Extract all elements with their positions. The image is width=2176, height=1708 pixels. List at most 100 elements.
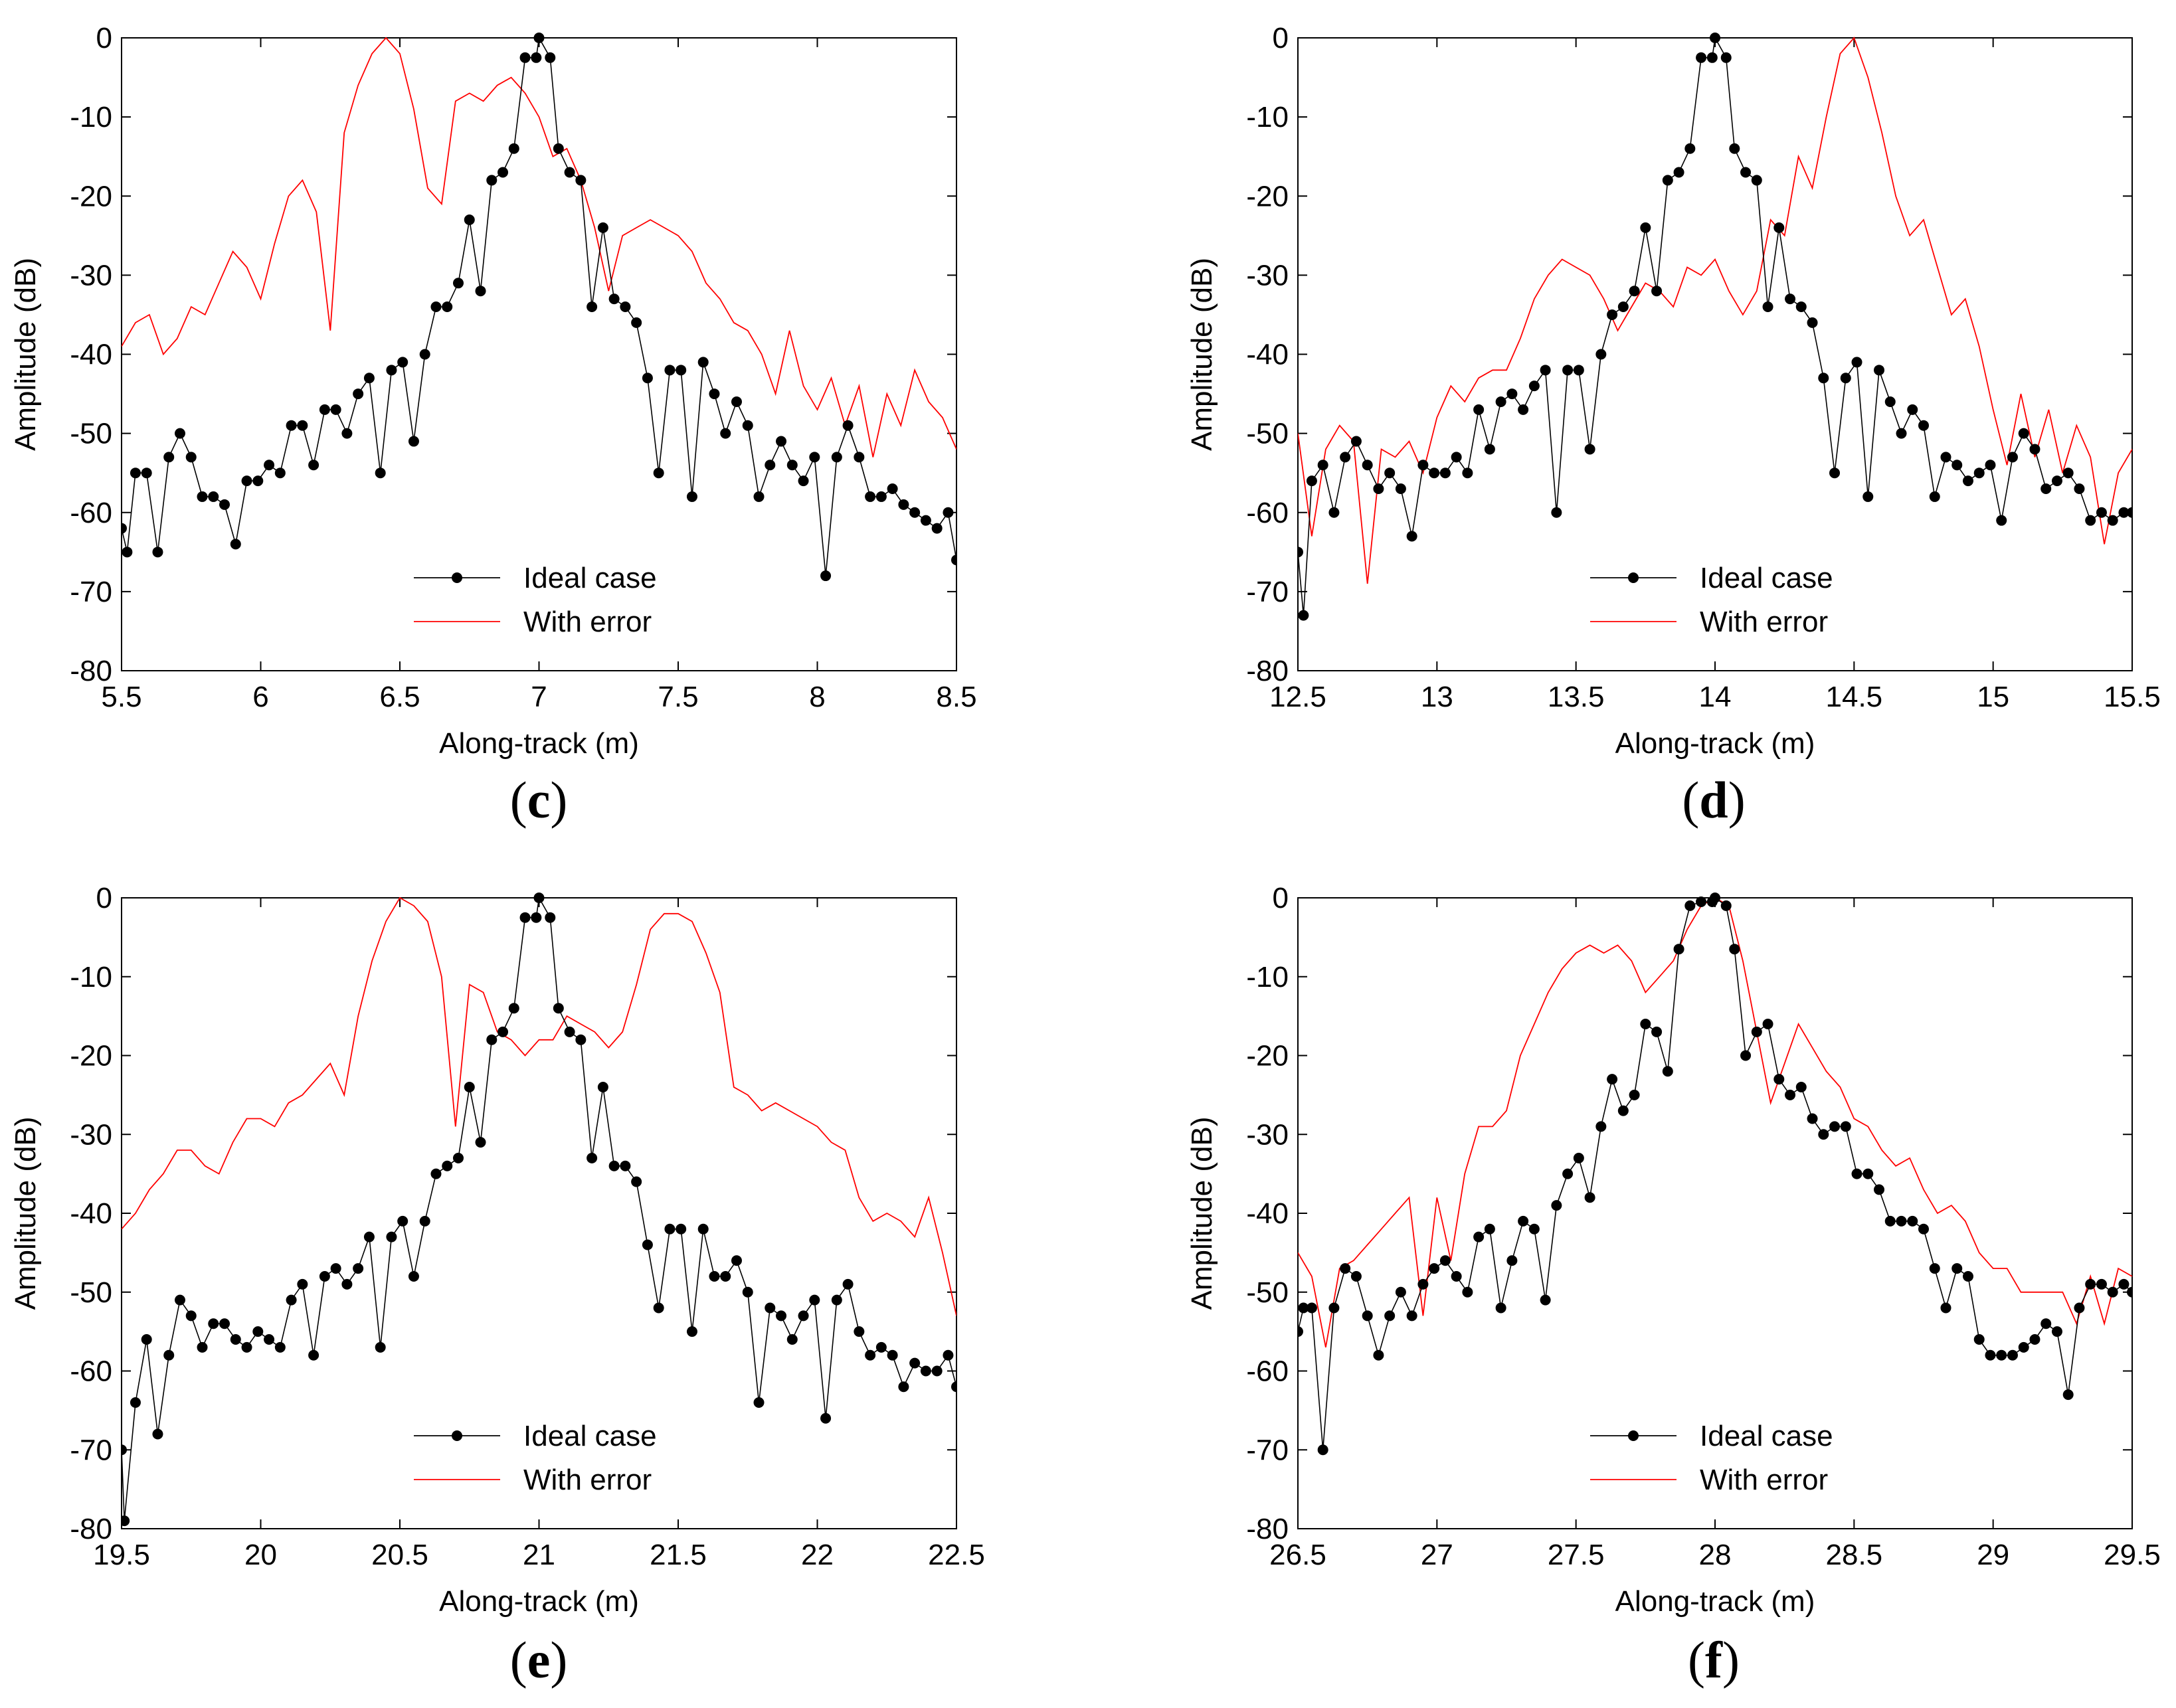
ideal-case-point-c bbox=[408, 436, 419, 447]
y-tick-label-d: -40 bbox=[1246, 339, 1289, 371]
ideal-case-point-f bbox=[1829, 1121, 1841, 1132]
ideal-case-point-d bbox=[1962, 475, 1973, 487]
ideal-case-point-d bbox=[1584, 444, 1595, 455]
ideal-case-point-e bbox=[286, 1294, 297, 1306]
ideal-case-point-d bbox=[2029, 444, 2040, 455]
ideal-case-point-c bbox=[820, 570, 832, 582]
y-tick-label-c: -20 bbox=[70, 180, 112, 213]
x-tick-label-d: 15.5 bbox=[2104, 681, 2161, 713]
ideal-case-point-c bbox=[531, 52, 542, 63]
ideal-case-point-c bbox=[452, 278, 464, 289]
ideal-case-point-e bbox=[951, 1381, 956, 1393]
ideal-case-point-f bbox=[1306, 1302, 1317, 1314]
ideal-case-point-e bbox=[753, 1397, 765, 1408]
ideal-case-point-f bbox=[1573, 1152, 1584, 1163]
ideal-case-point-e bbox=[531, 912, 542, 923]
ideal-case-point-e bbox=[697, 1223, 709, 1235]
ideal-case-point-c bbox=[798, 475, 809, 487]
ideal-case-point-c bbox=[664, 365, 676, 376]
ideal-case-point-c bbox=[130, 468, 141, 479]
ideal-case-point-f bbox=[1651, 1026, 1663, 1037]
ideal-case-point-f bbox=[1317, 1444, 1328, 1456]
x-tick-label-e: 22.5 bbox=[928, 1539, 985, 1571]
ideal-case-point-c bbox=[308, 460, 319, 471]
ideal-case-point-e bbox=[653, 1302, 664, 1314]
ideal-case-point-d bbox=[1429, 468, 1440, 479]
plot-area-c bbox=[121, 37, 957, 671]
ideal-case-point-e bbox=[208, 1318, 219, 1329]
ideal-case-point-e bbox=[533, 893, 545, 903]
y-tick-label-c: -30 bbox=[70, 259, 112, 292]
y-tick-label-c: -10 bbox=[70, 101, 112, 133]
y-tick-label-c: -70 bbox=[70, 576, 112, 608]
ideal-case-point-f bbox=[1506, 1255, 1518, 1266]
ideal-case-point-e bbox=[553, 1003, 564, 1014]
x-tick-label-d: 12.5 bbox=[1269, 681, 1326, 713]
x-tick-label-e: 20 bbox=[244, 1539, 277, 1571]
ideal-case-point-d bbox=[1298, 610, 1309, 621]
ideal-case-point-e bbox=[264, 1334, 275, 1345]
x-tick-label-f: 27 bbox=[1421, 1539, 1453, 1571]
ideal-case-point-e bbox=[386, 1231, 397, 1242]
ideal-case-point-f bbox=[1328, 1302, 1340, 1314]
ideal-case-point-f bbox=[1629, 1089, 1640, 1100]
ideal-case-point-e bbox=[274, 1341, 286, 1353]
ideal-case-point-d bbox=[1439, 468, 1451, 479]
ideal-case-point-e bbox=[519, 912, 531, 923]
x-tick-label-e: 21 bbox=[523, 1539, 555, 1571]
x-tick-label-d: 15 bbox=[1977, 681, 2009, 713]
ideal-case-point-d bbox=[1518, 404, 1529, 415]
ideal-case-point-d bbox=[2127, 507, 2132, 518]
ideal-case-point-f bbox=[1350, 1271, 1362, 1282]
y-tick-label-c: -50 bbox=[70, 418, 112, 450]
ideal-case-point-f bbox=[2007, 1349, 2018, 1361]
ideal-case-point-e bbox=[909, 1357, 921, 1369]
y-tick-label-c: 0 bbox=[96, 22, 112, 54]
y-tick-label-d: -20 bbox=[1246, 180, 1289, 213]
ideal-case-point-c bbox=[533, 33, 545, 43]
ideal-case-point-d bbox=[1473, 404, 1485, 415]
ideal-case-point-c bbox=[653, 468, 664, 479]
x-tick-label-e: 19.5 bbox=[93, 1539, 150, 1571]
y-tick-label-f: -20 bbox=[1246, 1040, 1289, 1072]
ideal-case-point-e bbox=[920, 1365, 931, 1377]
ideal-case-point-d bbox=[1350, 436, 1362, 447]
ideal-case-point-d bbox=[1662, 175, 1673, 186]
ideal-case-point-e bbox=[608, 1160, 620, 1171]
ideal-case-point-c bbox=[464, 214, 475, 225]
ideal-case-point-c bbox=[241, 475, 252, 487]
ideal-case-point-d bbox=[1785, 294, 1796, 305]
legend-marker-ideal-e bbox=[452, 1430, 462, 1441]
ideal-case-point-e bbox=[419, 1215, 430, 1227]
ideal-case-point-d bbox=[1896, 428, 1907, 439]
ideal-case-point-f bbox=[1406, 1310, 1417, 1322]
ideal-case-point-e bbox=[720, 1271, 731, 1282]
ideal-case-point-d bbox=[1884, 396, 1896, 407]
ideal-case-point-c bbox=[197, 491, 208, 502]
ideal-case-point-e bbox=[375, 1341, 386, 1353]
ideal-case-point-f bbox=[2107, 1286, 2118, 1298]
ideal-case-point-e bbox=[197, 1341, 208, 1353]
ideal-case-point-f bbox=[1785, 1089, 1796, 1100]
ideal-case-point-c bbox=[631, 317, 642, 328]
ideal-case-point-f bbox=[2085, 1278, 2096, 1290]
ideal-case-point-e bbox=[319, 1271, 330, 1282]
y-tick-label-c: -80 bbox=[70, 655, 112, 687]
ideal-case-point-f bbox=[1673, 944, 1684, 955]
ideal-case-point-d bbox=[1484, 444, 1495, 455]
ideal-case-point-d bbox=[1640, 222, 1651, 233]
y-tick-label-d: -50 bbox=[1246, 418, 1289, 450]
ideal-case-point-e bbox=[631, 1176, 642, 1187]
ideal-case-point-d bbox=[2096, 507, 2107, 518]
ideal-case-point-e bbox=[854, 1326, 865, 1337]
ideal-case-point-e bbox=[297, 1278, 308, 1290]
legend-label-ideal-f: Ideal case bbox=[1700, 1420, 1833, 1452]
ideal-case-point-e bbox=[508, 1003, 519, 1014]
ideal-case-point-c bbox=[375, 468, 386, 479]
ideal-case-point-e bbox=[809, 1294, 820, 1306]
ideal-case-point-d bbox=[2051, 475, 2062, 487]
y-tick-label-e: -70 bbox=[70, 1434, 112, 1466]
ideal-case-point-d bbox=[1451, 452, 1462, 463]
x-tick-label-f: 29 bbox=[1977, 1539, 2009, 1571]
ideal-case-point-c bbox=[865, 491, 876, 502]
